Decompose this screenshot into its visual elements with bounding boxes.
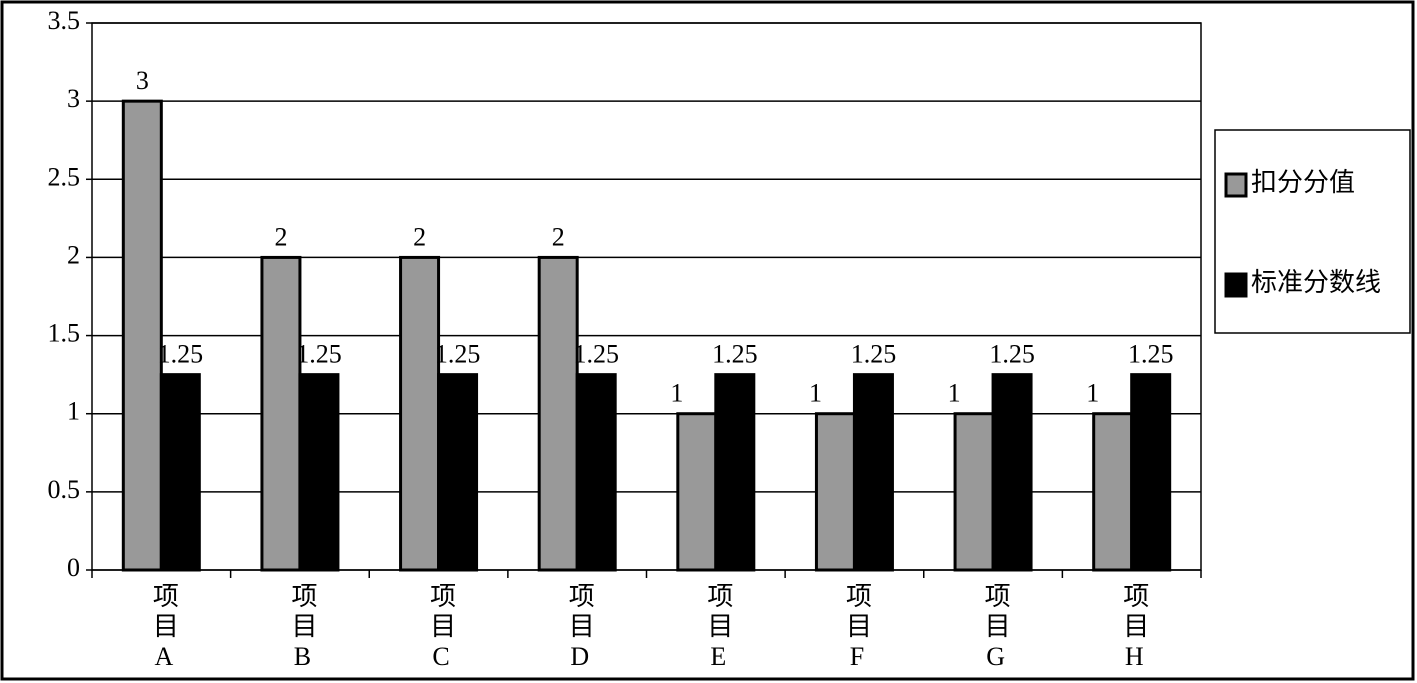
x-tick-label: 项目G <box>981 582 1010 675</box>
value-label: 1 <box>1086 379 1099 408</box>
bar <box>1092 412 1134 572</box>
value-label: 1.25 <box>1128 340 1174 369</box>
value-label: 1.25 <box>158 340 204 369</box>
x-tick-label: 项目E <box>704 582 733 675</box>
value-label: 1.25 <box>712 340 758 369</box>
value-label: 1 <box>948 379 961 408</box>
bar <box>991 373 1033 572</box>
value-label: 2 <box>274 222 287 251</box>
legend-swatch <box>1224 172 1248 198</box>
x-tick-label: 项目H <box>1120 582 1149 675</box>
value-label: 1.25 <box>573 340 619 369</box>
bar <box>159 373 201 572</box>
bar <box>399 255 441 572</box>
value-label: 1 <box>670 379 683 408</box>
value-label: 1 <box>809 379 822 408</box>
value-label: 1.25 <box>296 340 342 369</box>
value-label: 1.25 <box>989 340 1035 369</box>
y-tick-label: 2.5 <box>48 162 81 191</box>
plot-area <box>91 22 1202 571</box>
bar <box>676 412 718 572</box>
x-tick-label: 项目B <box>288 582 317 675</box>
value-label: 3 <box>136 66 149 95</box>
legend-label: 扣分分值 <box>1251 168 1355 197</box>
value-label: 1.25 <box>435 340 481 369</box>
bar <box>437 373 479 572</box>
y-tick-label: 0.5 <box>48 475 81 504</box>
y-tick-label: 0 <box>67 553 80 582</box>
bar <box>575 373 617 572</box>
bar <box>714 373 756 572</box>
x-tick-label: 项目C <box>427 582 456 675</box>
bar <box>852 373 894 572</box>
value-label: 1.25 <box>851 340 897 369</box>
bar <box>121 99 163 572</box>
x-tick-label: 项目F <box>842 582 871 675</box>
y-tick-label: 2 <box>67 240 80 269</box>
legend-label: 标准分数线 <box>1251 268 1381 297</box>
value-label: 2 <box>552 222 565 251</box>
y-tick-label: 1 <box>67 397 80 426</box>
bar <box>537 255 579 572</box>
y-tick-label: 1.5 <box>48 319 81 348</box>
legend-box <box>1214 129 1411 334</box>
legend-swatch <box>1224 272 1248 298</box>
y-tick-label: 3.5 <box>48 6 81 35</box>
value-label: 2 <box>413 222 426 251</box>
x-tick-label: 项目D <box>565 582 594 675</box>
y-tick-label: 3 <box>67 84 80 113</box>
bar <box>298 373 340 572</box>
bar <box>1130 373 1172 572</box>
bar <box>260 255 302 572</box>
bar <box>953 412 995 572</box>
bar <box>814 412 856 572</box>
x-tick-label: 项目A <box>149 582 178 675</box>
